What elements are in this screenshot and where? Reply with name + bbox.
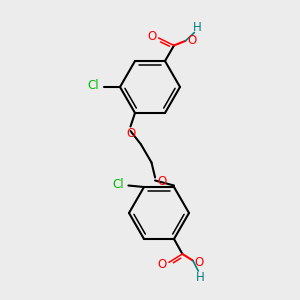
Text: O: O — [195, 256, 204, 268]
Text: O: O — [127, 127, 136, 140]
Text: H: H — [195, 271, 204, 284]
Text: H: H — [192, 21, 201, 34]
Text: O: O — [188, 34, 196, 46]
Text: O: O — [158, 258, 167, 271]
Text: O: O — [147, 30, 156, 43]
Text: O: O — [157, 175, 166, 188]
Text: Cl: Cl — [112, 178, 124, 190]
Text: Cl: Cl — [87, 79, 99, 92]
